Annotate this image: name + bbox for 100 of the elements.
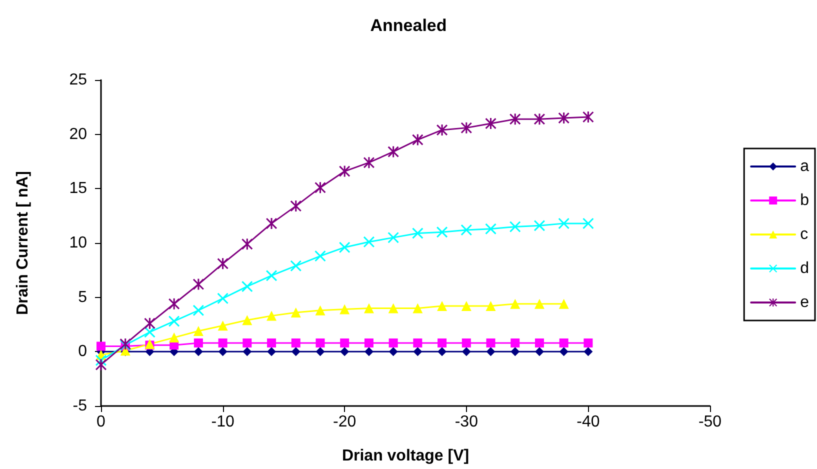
point bbox=[388, 232, 399, 244]
point bbox=[438, 338, 447, 348]
point bbox=[388, 347, 398, 356]
point bbox=[413, 338, 422, 348]
y-tick-label: 0 bbox=[78, 343, 88, 360]
legend-label: b bbox=[800, 192, 810, 209]
point bbox=[192, 304, 204, 316]
point bbox=[193, 326, 204, 336]
point bbox=[582, 218, 594, 229]
chart-title: Annealed bbox=[370, 16, 447, 35]
y-tick-label: 20 bbox=[69, 126, 88, 143]
legend-label: a bbox=[800, 158, 810, 175]
point bbox=[486, 347, 496, 356]
point bbox=[168, 316, 180, 327]
point bbox=[437, 301, 448, 312]
point bbox=[559, 338, 568, 348]
y-tick-label: -5 bbox=[72, 398, 88, 414]
y-tick-label: 15 bbox=[69, 180, 88, 198]
point bbox=[194, 338, 203, 348]
point bbox=[290, 260, 302, 272]
y-tick-label: 5 bbox=[78, 288, 88, 306]
point bbox=[315, 305, 326, 316]
y-tick-label: 10 bbox=[69, 234, 88, 252]
y-axis-title: Drain Current [ nA] bbox=[14, 171, 32, 315]
point bbox=[168, 298, 180, 310]
point bbox=[584, 338, 593, 348]
legend-label: d bbox=[800, 260, 810, 277]
point bbox=[461, 301, 472, 312]
x-tick-label: -20 bbox=[333, 414, 356, 430]
x-axis-title: Drian voltage [V] bbox=[342, 448, 470, 464]
point bbox=[438, 347, 447, 356]
point bbox=[96, 359, 106, 370]
point bbox=[510, 114, 521, 125]
point bbox=[510, 338, 520, 348]
y-tick-label: 25 bbox=[69, 72, 88, 88]
point bbox=[316, 347, 325, 356]
point bbox=[534, 114, 545, 125]
point bbox=[462, 347, 471, 356]
point bbox=[412, 134, 424, 146]
point bbox=[363, 236, 374, 248]
x-tick-label: -40 bbox=[576, 414, 600, 430]
point bbox=[364, 338, 374, 348]
point bbox=[217, 292, 228, 304]
legend-label: c bbox=[800, 226, 808, 243]
point bbox=[388, 303, 398, 314]
point bbox=[169, 332, 180, 343]
point bbox=[364, 347, 374, 356]
x-tick-label: -10 bbox=[211, 414, 234, 430]
legend-label: e bbox=[800, 294, 810, 311]
point bbox=[364, 303, 374, 314]
point bbox=[267, 338, 276, 348]
point bbox=[559, 347, 568, 356]
point bbox=[194, 347, 203, 356]
point bbox=[96, 342, 106, 351]
point bbox=[485, 223, 496, 234]
point bbox=[290, 200, 302, 212]
x-tick-label: -30 bbox=[454, 414, 478, 430]
point bbox=[291, 338, 300, 348]
point bbox=[486, 338, 496, 348]
point bbox=[242, 315, 252, 326]
point bbox=[584, 347, 593, 356]
point bbox=[267, 347, 276, 356]
point bbox=[558, 218, 570, 229]
point bbox=[266, 270, 278, 282]
point bbox=[388, 146, 399, 158]
point bbox=[534, 220, 545, 232]
point bbox=[534, 347, 544, 356]
point bbox=[266, 218, 278, 229]
point bbox=[266, 310, 277, 321]
point bbox=[412, 303, 423, 314]
point bbox=[534, 298, 544, 309]
x-tick-label: 0 bbox=[96, 414, 106, 430]
point bbox=[242, 238, 253, 250]
point bbox=[242, 338, 252, 348]
point bbox=[413, 347, 422, 356]
point bbox=[558, 298, 569, 309]
x-tick-label: -50 bbox=[698, 414, 722, 430]
point bbox=[316, 338, 325, 348]
point bbox=[218, 347, 228, 356]
point bbox=[242, 280, 253, 292]
point bbox=[217, 258, 228, 270]
point bbox=[436, 226, 448, 238]
point bbox=[510, 347, 520, 356]
point bbox=[340, 347, 350, 356]
point bbox=[291, 347, 300, 356]
point bbox=[339, 242, 350, 253]
point bbox=[388, 338, 398, 348]
point bbox=[290, 308, 301, 318]
point bbox=[412, 228, 424, 239]
point bbox=[460, 122, 472, 134]
point bbox=[436, 124, 448, 136]
point bbox=[314, 250, 326, 262]
point bbox=[218, 320, 228, 331]
point bbox=[218, 338, 228, 348]
point bbox=[462, 338, 471, 348]
point bbox=[510, 298, 520, 309]
point bbox=[460, 224, 472, 236]
point bbox=[340, 304, 350, 314]
point bbox=[242, 347, 252, 356]
point bbox=[534, 338, 544, 348]
